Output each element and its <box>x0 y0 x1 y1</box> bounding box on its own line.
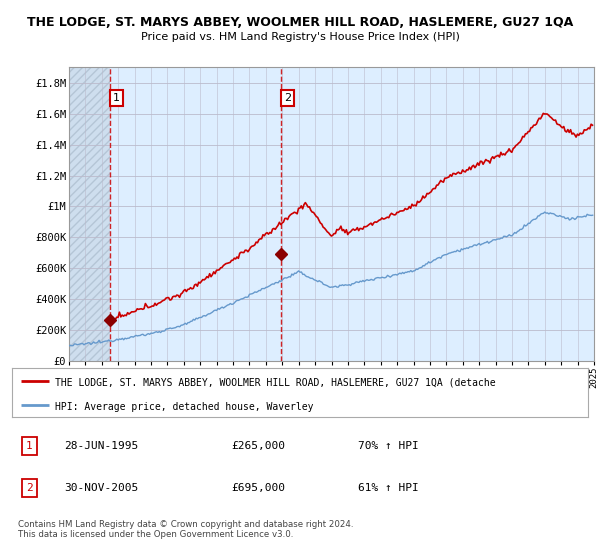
Text: Price paid vs. HM Land Registry's House Price Index (HPI): Price paid vs. HM Land Registry's House … <box>140 32 460 43</box>
Text: 28-JUN-1995: 28-JUN-1995 <box>64 441 138 451</box>
Text: £265,000: £265,000 <box>231 441 285 451</box>
Text: £695,000: £695,000 <box>231 483 285 493</box>
Text: 61% ↑ HPI: 61% ↑ HPI <box>358 483 418 493</box>
Text: THE LODGE, ST. MARYS ABBEY, WOOLMER HILL ROAD, HASLEMERE, GU27 1QA: THE LODGE, ST. MARYS ABBEY, WOOLMER HILL… <box>27 16 573 29</box>
Text: 1: 1 <box>26 441 32 451</box>
Text: 70% ↑ HPI: 70% ↑ HPI <box>358 441 418 451</box>
Text: 2: 2 <box>26 483 32 493</box>
Text: HPI: Average price, detached house, Waverley: HPI: Average price, detached house, Wave… <box>55 402 314 412</box>
Text: 30-NOV-2005: 30-NOV-2005 <box>64 483 138 493</box>
Bar <box>69 67 110 361</box>
Text: 2: 2 <box>284 93 291 103</box>
Text: Contains HM Land Registry data © Crown copyright and database right 2024.
This d: Contains HM Land Registry data © Crown c… <box>18 520 353 539</box>
Text: THE LODGE, ST. MARYS ABBEY, WOOLMER HILL ROAD, HASLEMERE, GU27 1QA (detache: THE LODGE, ST. MARYS ABBEY, WOOLMER HILL… <box>55 377 496 388</box>
Text: 1: 1 <box>113 93 120 103</box>
